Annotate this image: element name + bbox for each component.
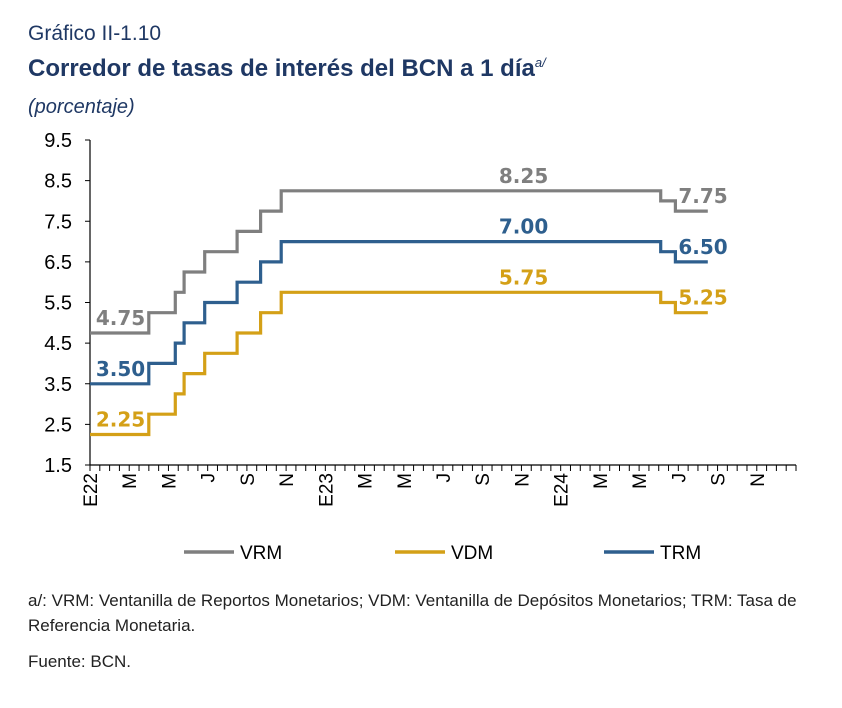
x-tick-label: N (748, 473, 769, 487)
chart-unit: (porcentaje) (28, 96, 135, 118)
x-tick-label: M (356, 473, 377, 489)
x-tick-label: S (709, 473, 730, 486)
x-tick-label: S (238, 473, 259, 486)
data-label: 5.25 (678, 286, 727, 310)
y-tick-label: 8.5 (44, 171, 72, 193)
series-line-vdm (90, 290, 708, 437)
y-tick-label: 3.5 (44, 374, 72, 396)
data-label: 2.25 (96, 408, 145, 432)
x-tick-label: E24 (552, 473, 573, 507)
data-label: 8.25 (499, 164, 548, 188)
x-tick-label: M (591, 473, 612, 489)
x-tick-label: J (669, 473, 690, 483)
data-label: 4.75 (96, 306, 145, 330)
x-tick-label: N (512, 473, 533, 487)
y-tick-label: 7.5 (44, 211, 72, 233)
x-tick-label: N (277, 473, 298, 487)
legend-label-vdm: VDM (451, 543, 493, 564)
chart-title-text: Corredor de tasas de interés del BCN a 1… (28, 55, 535, 82)
title-footnote-mark: a/ (534, 55, 546, 70)
x-tick-label: M (120, 473, 141, 489)
legend-label-trm: TRM (660, 543, 701, 564)
x-tick-label: J (199, 473, 220, 483)
y-tick-label: 9.5 (44, 130, 72, 152)
y-tick-label: 4.5 (44, 333, 72, 355)
x-tick-label: M (159, 473, 180, 489)
x-tick-label: J (434, 473, 455, 483)
chart-title: Corredor de tasas de interés del BCN a 1… (28, 55, 546, 83)
x-tick-label: M (630, 473, 651, 489)
y-tick-label: 1.5 (44, 455, 72, 477)
figure-number: Gráfico II-1.10 (28, 22, 162, 45)
data-label: 5.75 (499, 265, 548, 289)
series-line-vrm (90, 189, 708, 335)
y-tick-label: 6.5 (44, 252, 72, 274)
legend-label-vrm: VRM (240, 543, 282, 564)
series-line-trm (90, 240, 708, 386)
data-label: 7.75 (678, 184, 727, 208)
source-note: Fuente: BCN. (28, 652, 131, 671)
x-tick-label: E23 (316, 473, 337, 507)
y-tick-label: 5.5 (44, 293, 72, 315)
footnote: a/: VRM: Ventanilla de Reportos Monetari… (28, 591, 797, 635)
data-label: 3.50 (96, 357, 145, 381)
x-tick-label: E22 (81, 473, 102, 507)
data-label: 6.50 (678, 235, 727, 259)
y-tick-label: 2.5 (44, 414, 72, 436)
data-label: 7.00 (499, 215, 548, 239)
x-tick-label: S (473, 473, 494, 486)
x-tick-label: M (395, 473, 416, 489)
